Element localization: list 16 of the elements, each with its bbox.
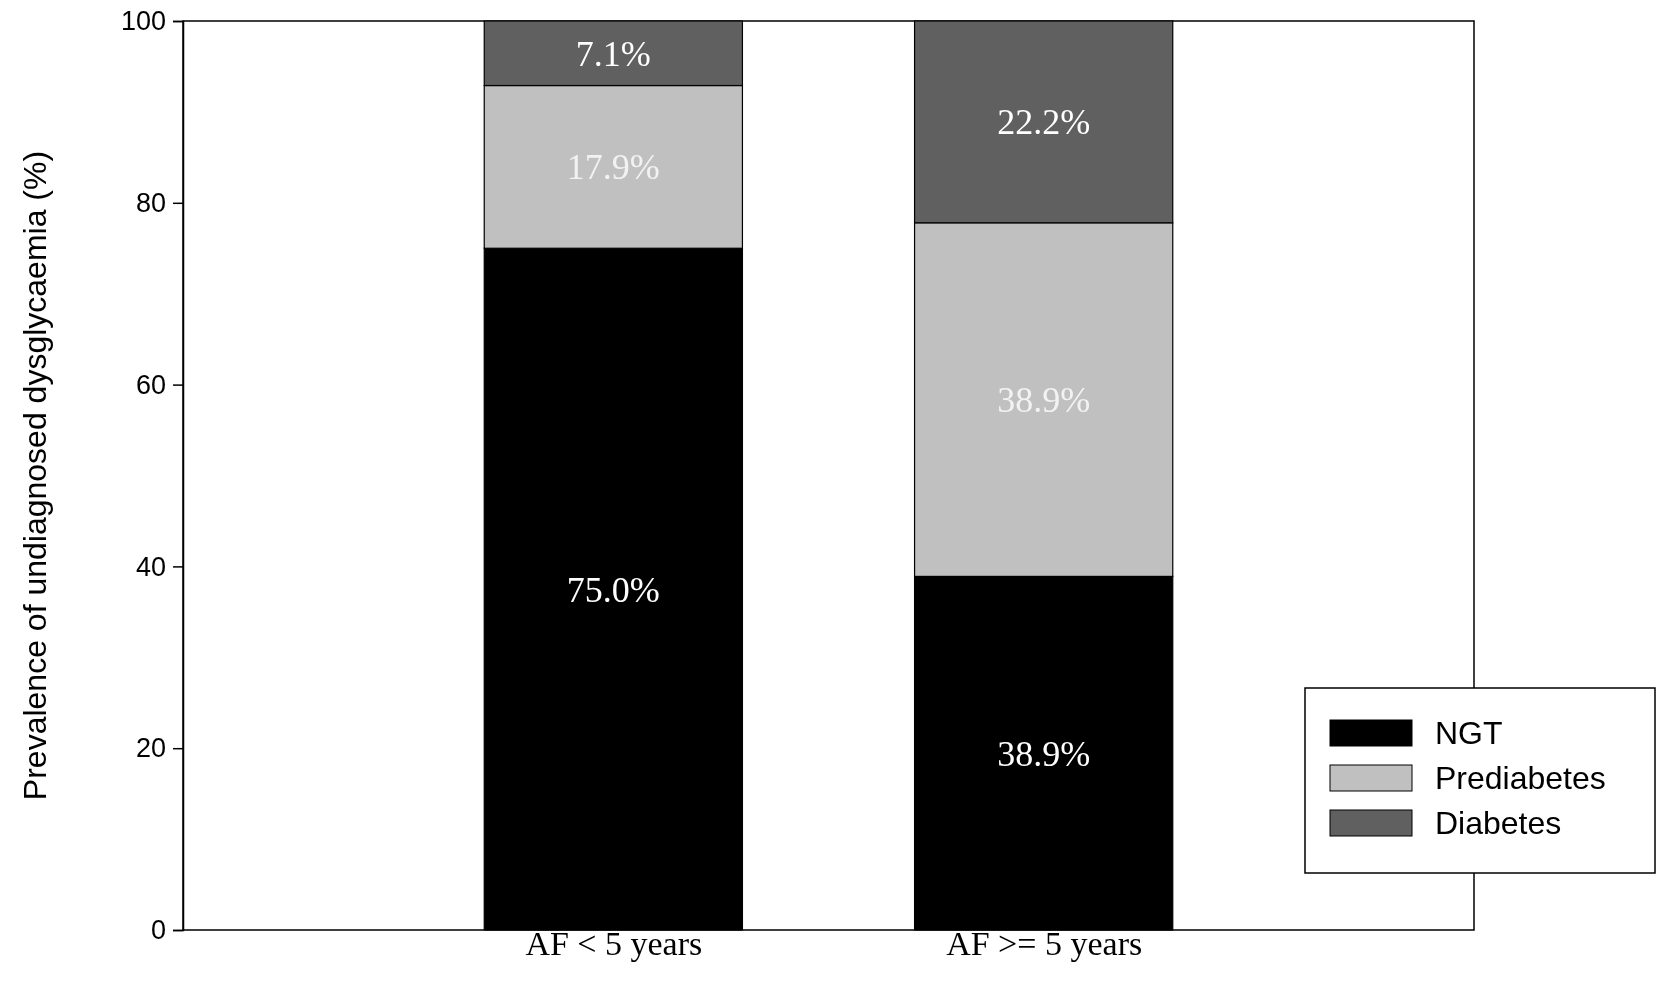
legend-label: Diabetes [1435, 805, 1562, 842]
y-tick-label: 100 [120, 6, 166, 37]
y-tick-label: 80 [135, 187, 166, 218]
y-tick-label: 20 [135, 733, 166, 764]
y-axis-title: Prevalence of undiagnosed dysglycaemia (%) [17, 150, 53, 801]
y-tick-label: 0 [150, 915, 166, 946]
x-tick-label: AF < 5 years [525, 925, 703, 962]
data-label: 38.9% [997, 733, 1091, 774]
data-label: 22.2% [997, 102, 1091, 143]
y-tick-label: 40 [135, 551, 166, 582]
y-tick-label: 60 [135, 369, 166, 400]
x-tick-label: AF >= 5 years [946, 925, 1143, 962]
legend-label: Prediabetes [1435, 760, 1606, 797]
data-label: 75.0% [566, 569, 660, 610]
legend-label: NGT [1435, 715, 1503, 752]
data-label: 7.1% [575, 33, 651, 74]
